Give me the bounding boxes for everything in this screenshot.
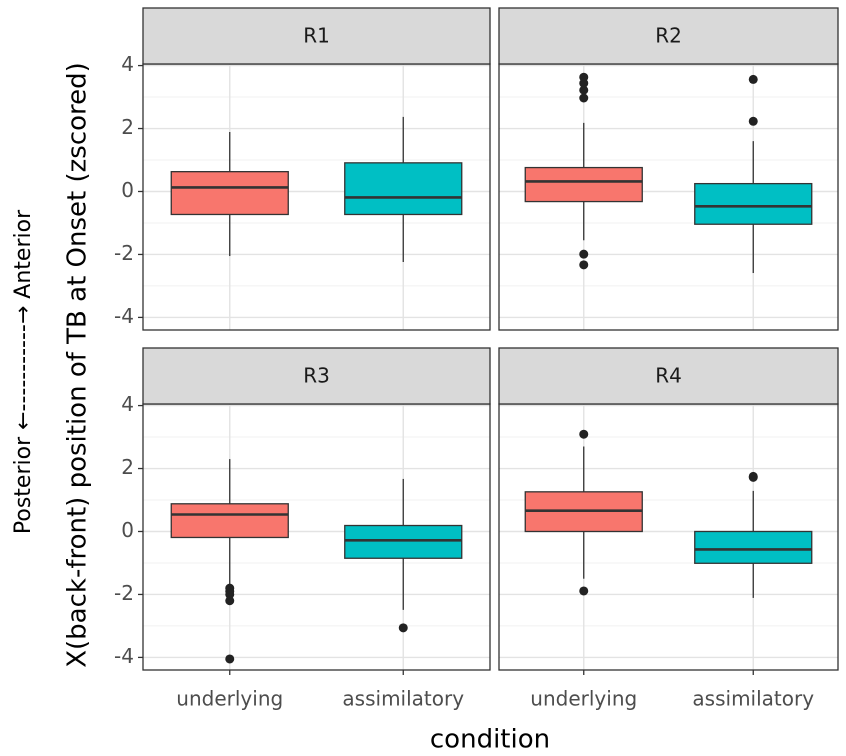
box [694, 530, 813, 564]
box [344, 162, 463, 216]
strip-label: R1 [303, 24, 330, 48]
box [524, 166, 643, 203]
outlier [748, 472, 758, 482]
x-tick-label: assimilatory [342, 687, 464, 711]
y-tick-label: -4 [114, 644, 134, 668]
outlier [579, 429, 589, 439]
outlier [579, 93, 589, 103]
outlier [225, 654, 235, 664]
outlier [579, 85, 589, 95]
outlier [579, 260, 589, 270]
y-tick-label: 0 [121, 178, 134, 202]
strip-label: R2 [655, 24, 682, 48]
y-tick-label: 2 [121, 115, 134, 139]
y-tick-label: -2 [114, 241, 134, 265]
outlier [579, 249, 589, 259]
outlier [748, 116, 758, 126]
outlier [225, 596, 235, 606]
y-tick-label: 4 [121, 392, 134, 416]
x-tick-label: underlying [176, 687, 283, 711]
strip [498, 347, 839, 405]
y-tick-label: 2 [121, 455, 134, 479]
strip [498, 7, 839, 65]
y-tick-label: 4 [121, 52, 134, 76]
outlier [579, 586, 589, 596]
strip [142, 347, 491, 405]
strip-label: R3 [303, 364, 330, 388]
outlier [579, 78, 589, 88]
y-tick-label: 0 [121, 518, 134, 542]
x-axis-title: condition [430, 725, 550, 755]
outlier [398, 623, 408, 633]
box [170, 503, 289, 539]
outlier [225, 589, 235, 599]
y-tick-label: -4 [114, 304, 134, 328]
strip [142, 7, 491, 65]
y-axis-title: X(back-front) position of TB at Onset (z… [63, 62, 93, 668]
y-tick-label: -2 [114, 581, 134, 605]
box [694, 182, 813, 225]
x-tick-label: assimilatory [692, 687, 814, 711]
outlier [748, 74, 758, 84]
strip-label: R4 [655, 364, 682, 388]
x-tick-label: underlying [530, 687, 637, 711]
side-label: Posterior ←-----------→ Anterior [11, 209, 36, 534]
box [344, 524, 463, 559]
box [170, 171, 289, 216]
